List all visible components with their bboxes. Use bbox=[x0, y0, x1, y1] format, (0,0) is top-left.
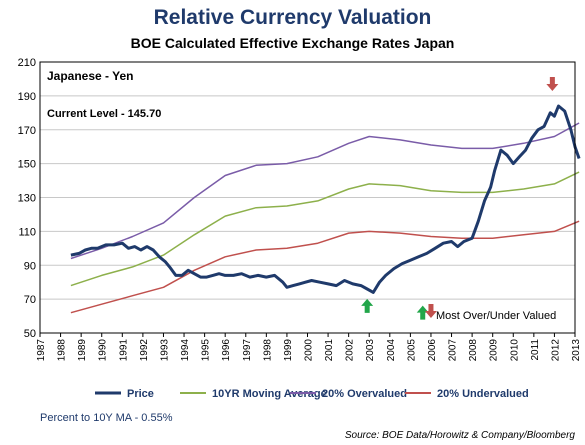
x-tick-label: 1991 bbox=[118, 339, 129, 362]
legend-label-price: Price bbox=[127, 388, 154, 400]
x-tick-label: 2007 bbox=[448, 339, 459, 362]
arrow-up-icon bbox=[361, 298, 374, 313]
x-tick-label: 1987 bbox=[36, 339, 47, 362]
x-tick-label: 2008 bbox=[468, 339, 479, 362]
source-note: Source: BOE Data/Horowitz & Company/Bloo… bbox=[344, 430, 575, 441]
x-tick-label: 2003 bbox=[365, 339, 376, 362]
x-tick-label: 1993 bbox=[159, 339, 170, 362]
y-tick-label: 90 bbox=[24, 260, 36, 272]
x-tick-label: 2013 bbox=[571, 339, 582, 362]
x-tick-label: 1995 bbox=[201, 339, 212, 362]
arrow-down-icon bbox=[424, 303, 437, 318]
grid bbox=[39, 61, 576, 337]
x-tick-label: 2005 bbox=[406, 339, 417, 362]
x-tick-label: 2004 bbox=[386, 339, 397, 362]
y-tick-label: 110 bbox=[18, 226, 36, 238]
legend-label-over: 20% Overvalued bbox=[322, 388, 407, 400]
series-line-ma bbox=[70, 171, 580, 287]
x-tick-label: 1997 bbox=[242, 339, 253, 362]
y-tick-label: 70 bbox=[24, 294, 36, 306]
x-tick-label: 1992 bbox=[139, 339, 150, 362]
arrow-down-icon bbox=[546, 77, 559, 92]
x-tick-label: 2009 bbox=[489, 339, 500, 362]
x-tick-label: 1988 bbox=[57, 339, 68, 362]
y-tick-label: 130 bbox=[18, 193, 36, 205]
current-level: Current Level - 145.70 bbox=[47, 108, 161, 120]
arrow-up-icon bbox=[416, 305, 429, 320]
x-tick-label: 2012 bbox=[550, 339, 561, 362]
arrow-markers bbox=[361, 77, 559, 320]
y-tick-label: 50 bbox=[24, 328, 36, 340]
x-tick-label: 2002 bbox=[345, 339, 356, 362]
y-tick-label: 150 bbox=[18, 159, 36, 171]
x-tick-label: 1996 bbox=[221, 339, 232, 362]
legend-label-ma: 10YR Moving Average bbox=[212, 388, 327, 400]
x-tick-label: 1998 bbox=[262, 339, 273, 362]
x-tick-label: 2006 bbox=[427, 339, 438, 362]
series-line-under bbox=[70, 220, 580, 314]
annotation-label: Most Over/Under Valued bbox=[436, 310, 556, 322]
x-tick-label: 2011 bbox=[530, 339, 541, 361]
x-tick-label: 2000 bbox=[304, 339, 315, 362]
box-title: Japanese - Yen bbox=[47, 69, 134, 83]
x-tick-label: 1999 bbox=[283, 339, 294, 362]
x-tick-label: 2001 bbox=[324, 339, 335, 362]
x-tick-label: 1994 bbox=[180, 339, 191, 362]
legend-label-under: 20% Undervalued bbox=[437, 388, 529, 400]
x-tick-label: 2010 bbox=[509, 339, 520, 362]
chart-title: Relative Currency Valuation bbox=[153, 6, 432, 29]
y-tick-label: 190 bbox=[18, 91, 36, 103]
x-tick-labels: 1987 1988 1989 1990 1991 1992 1993 1994 1995 1996… bbox=[36, 339, 582, 362]
y-tick-labels: 50 70 90 110 130 150 170 190 210 bbox=[18, 57, 36, 340]
series-line-over bbox=[70, 122, 580, 260]
x-tick-label: 1989 bbox=[77, 339, 88, 362]
y-tick-label: 170 bbox=[18, 125, 36, 137]
y-tick-label: 210 bbox=[18, 57, 36, 69]
series-lines bbox=[70, 104, 581, 314]
footnote: Percent to 10Y MA - 0.55% bbox=[40, 412, 173, 424]
chart-subtitle: BOE Calculated Effective Exchange Rates … bbox=[130, 35, 455, 51]
series-line-price bbox=[70, 104, 581, 294]
x-tick-label: 1990 bbox=[98, 339, 109, 362]
plot-frame bbox=[39, 61, 576, 334]
